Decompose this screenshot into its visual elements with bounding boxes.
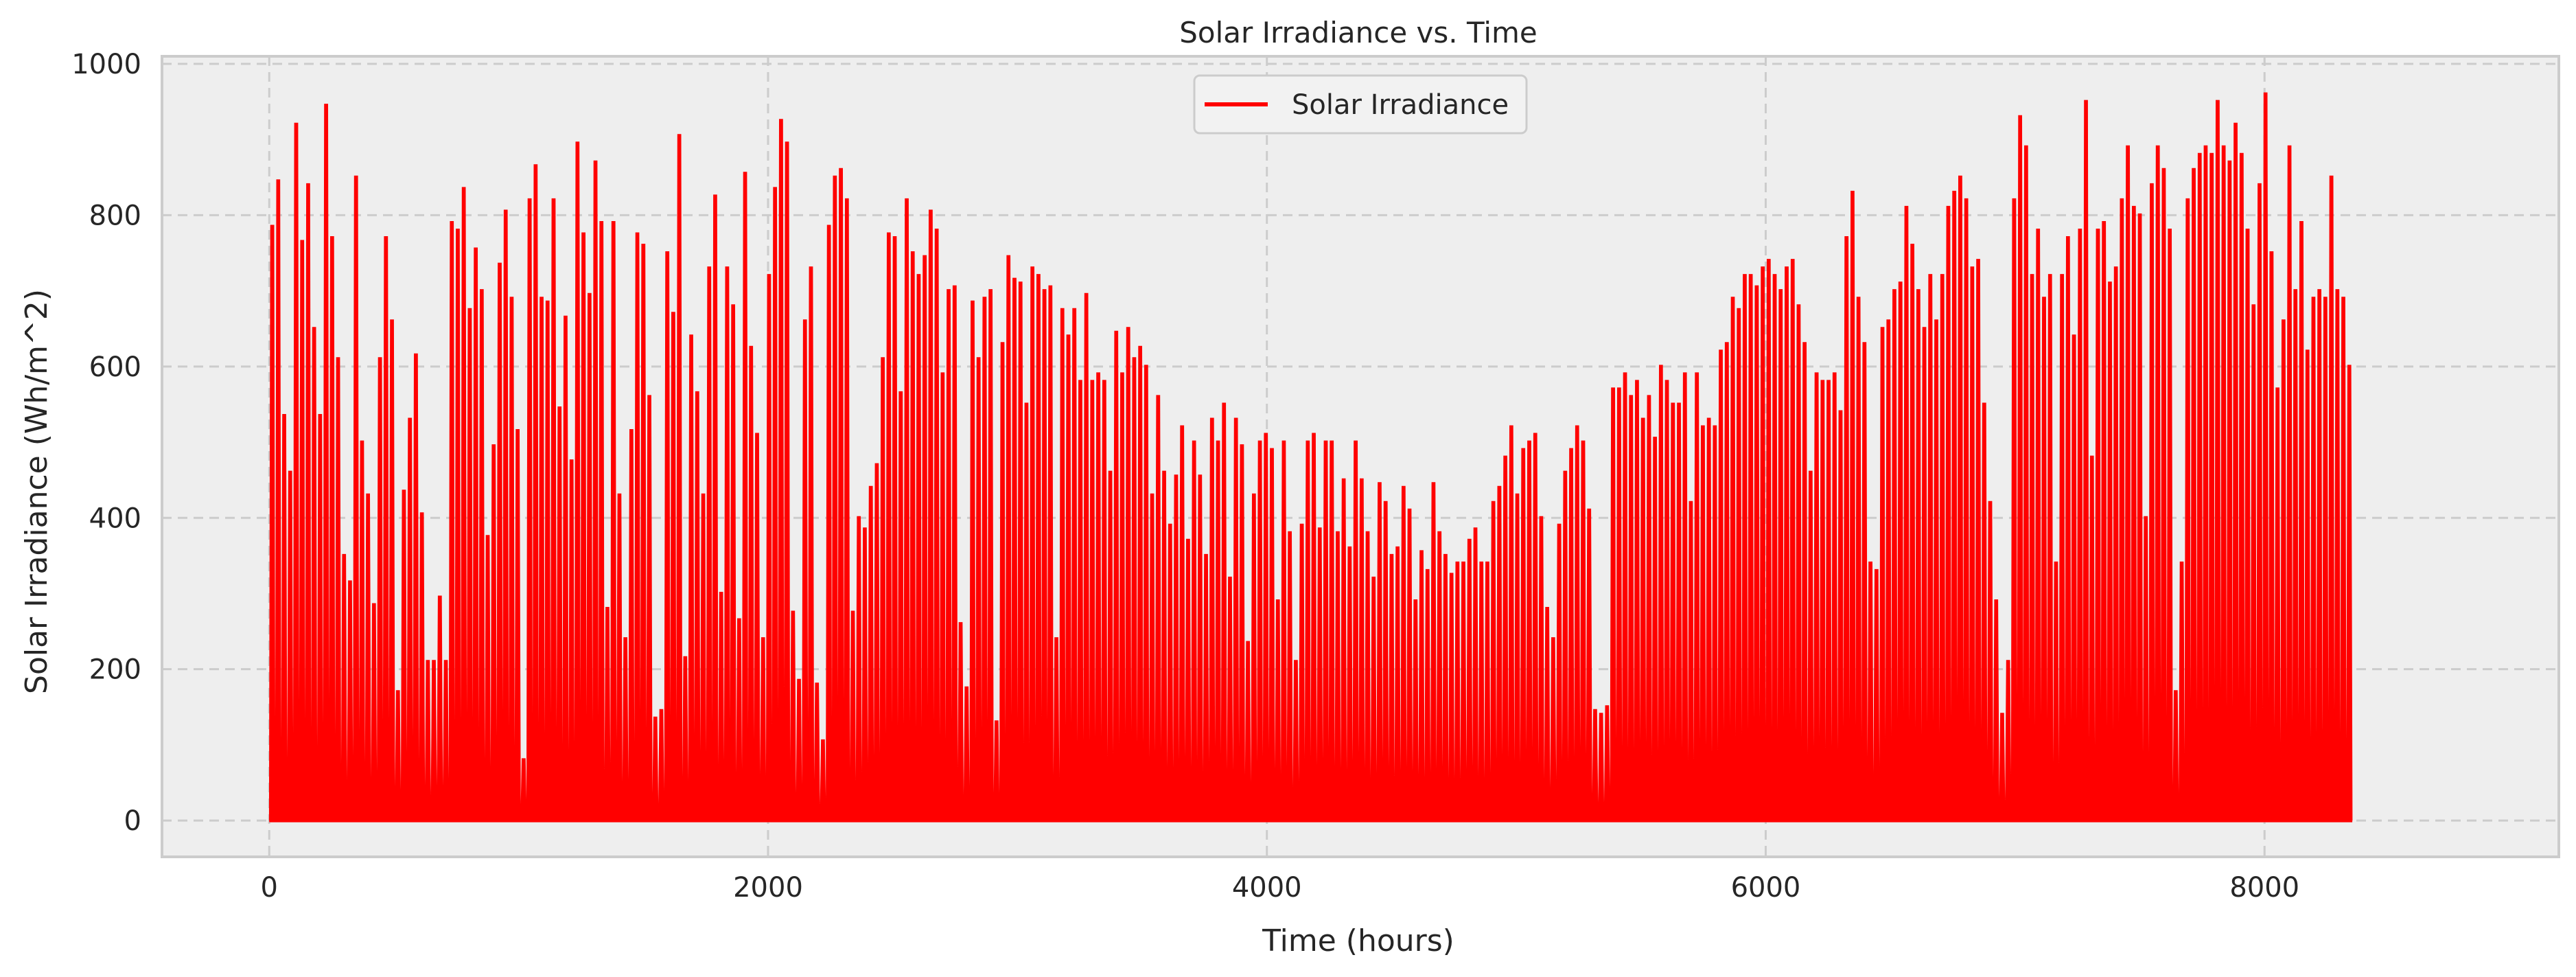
y-tick-label: 400 [89,503,141,534]
series-line-solar-irradiance [268,92,2353,823]
x-tick-label: 8000 [2229,872,2299,904]
y-axis-label: Solar Irradiance (Wh/m^2) [19,289,54,694]
legend-box [1193,74,1528,135]
y-tick-label: 600 [89,352,141,383]
y-tick-label: 800 [89,200,141,231]
x-axis-label: Time (hours) [1262,923,1454,958]
y-tick-label: 0 [124,805,141,837]
plot-area-border [161,55,2560,858]
x-tick-label: 2000 [733,872,803,904]
y-axis-ticks: 0 200 400 600 800 1000 [71,49,141,837]
y-tick-label: 1000 [71,49,141,80]
x-tick-label: 0 [261,872,278,904]
x-tick-label: 6000 [1731,872,1801,904]
chart-title: Solar Irradiance vs. Time [1179,16,1538,49]
x-tick-label: 4000 [1232,872,1302,904]
legend: Solar Irradiance [1193,74,1528,135]
legend-label-solar-irradiance: Solar Irradiance [1292,89,1509,121]
x-axis-ticks: 0 2000 4000 6000 8000 [261,872,2300,904]
y-tick-label: 200 [89,654,141,686]
